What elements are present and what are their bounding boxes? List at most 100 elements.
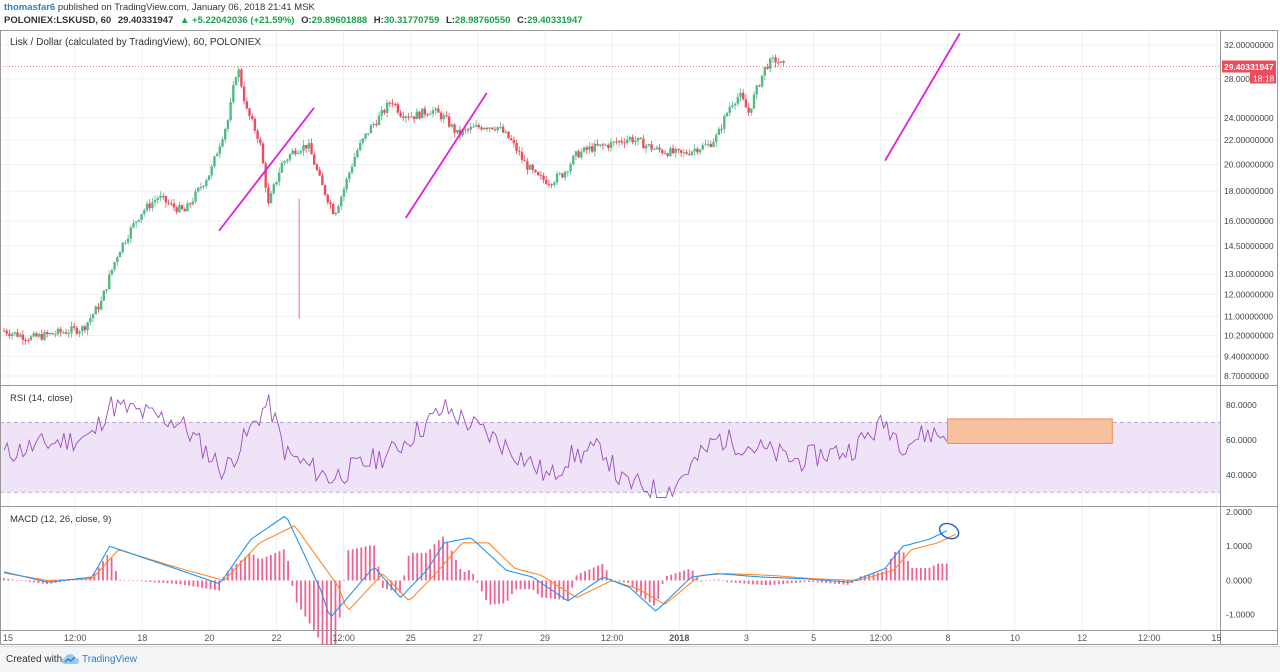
price-tick-label: 11.00000000 [1224, 311, 1273, 321]
candle-body [520, 152, 524, 160]
chart-canvas[interactable]: 15 12:00 18 20 22 12:00 25 27 29 12:00 2018 3 5 12:00… [0, 30, 1280, 645]
x-tick-label: 12:00 [332, 633, 355, 643]
macd-histogram-bar [459, 568, 462, 581]
macd-histogram-bar [541, 580, 543, 598]
close-value: 29.40331947 [527, 15, 583, 26]
macd-histogram-bar [377, 566, 380, 581]
candle-body [237, 69, 240, 78]
macd-histogram-bar [196, 580, 199, 588]
macd-histogram-bar [700, 580, 703, 582]
candle-body [54, 334, 57, 336]
candle-body [750, 108, 753, 113]
macd-histogram-bar [493, 580, 496, 605]
candle-body [768, 58, 772, 69]
open-value: 29.89601888 [311, 15, 368, 26]
candle-body [550, 184, 553, 186]
macd-histogram-bar [450, 550, 453, 581]
macd-histogram-bar [287, 561, 289, 581]
candle-body [402, 116, 405, 118]
macd-title: MACD (12, 26, close, 9) [10, 514, 111, 525]
macd-histogram-bar [653, 580, 655, 606]
candle-body [153, 200, 157, 203]
candle-body [466, 129, 470, 131]
candle-body [261, 143, 265, 164]
rsi-tick-label: 40.0000 [1226, 470, 1257, 480]
macd-histogram-bar [674, 573, 677, 581]
candle-body [253, 118, 257, 131]
candle-body [340, 196, 343, 207]
candle-body [620, 140, 624, 143]
candle-body [143, 210, 146, 215]
price-change: ▲ +5.22042036 (+21.59%) [179, 15, 295, 26]
tradingview-brand-link[interactable]: TradingView [82, 654, 138, 665]
candle-body [307, 143, 311, 149]
candle-body [118, 251, 122, 258]
macd-histogram-bar [842, 580, 845, 585]
candle-body [553, 182, 556, 186]
macd-histogram-bar [472, 573, 475, 581]
macd-histogram-bar [166, 580, 169, 584]
x-tick-label: 22 [272, 633, 282, 643]
macd-histogram-bar [347, 550, 350, 581]
candle-body [126, 238, 130, 243]
macd-histogram-bar [932, 565, 935, 581]
macd-histogram-bar [876, 572, 879, 581]
candle-body [547, 183, 551, 185]
macd-histogram-bar [523, 580, 526, 590]
candle-body [2, 330, 6, 332]
macd-histogram-bar [317, 580, 320, 638]
x-tick-label: 15 [3, 633, 13, 643]
candle-body [377, 115, 381, 126]
candle-body [13, 332, 16, 334]
macd-histogram-bar [627, 580, 630, 583]
candle-body [124, 242, 127, 244]
candle-body [234, 77, 238, 86]
macd-histogram-bar [498, 580, 500, 604]
macd-histogram-bar [412, 552, 414, 581]
macd-histogram-bar [28, 580, 31, 582]
macd-histogram-bar [665, 576, 668, 581]
candle-body [464, 129, 467, 131]
macd-histogram-bar [803, 580, 806, 583]
x-tick-label: 3 [744, 633, 749, 643]
candle-body [720, 128, 723, 130]
candle-body [442, 115, 445, 120]
candle-body [461, 130, 464, 136]
candle-body [760, 75, 764, 87]
candle-body [113, 262, 116, 270]
candle-body [164, 195, 168, 203]
created-with-text: Created with [6, 654, 63, 665]
price-tick-label: 16.00000000 [1224, 216, 1274, 226]
macd-histogram-bar [446, 541, 449, 581]
candle-body [407, 116, 410, 118]
macd-histogram-bar [235, 563, 238, 581]
high-label: H: [373, 15, 384, 26]
author-link[interactable]: thomasfar6 [4, 2, 56, 13]
macd-histogram-bar [188, 580, 190, 586]
candle-body [224, 128, 227, 140]
macd-histogram-bar [218, 580, 221, 591]
candle-body [353, 157, 356, 167]
macd-histogram-bar [558, 580, 561, 600]
macd-histogram-bar [485, 580, 487, 600]
macd-histogram-bar [136, 580, 139, 581]
candle-body [447, 116, 451, 127]
candle-body [277, 172, 281, 182]
candle-body [167, 202, 170, 204]
candle-body [385, 102, 389, 113]
macd-histogram-bar [709, 580, 711, 581]
macd-histogram-bar [885, 568, 888, 581]
rsi-title: RSI (14, close) [10, 393, 73, 404]
macd-histogram-bar [799, 580, 802, 583]
candle-body [21, 334, 25, 340]
candle-body [509, 138, 513, 140]
candle-body [488, 127, 491, 129]
candle-body [501, 126, 505, 133]
candle-body [383, 110, 386, 113]
macd-histogram-bar [11, 579, 14, 581]
candle-body [194, 191, 197, 202]
candle-body [256, 130, 259, 140]
candle-body [717, 128, 721, 135]
candle-body [666, 153, 669, 157]
macd-histogram-bar [192, 580, 195, 587]
